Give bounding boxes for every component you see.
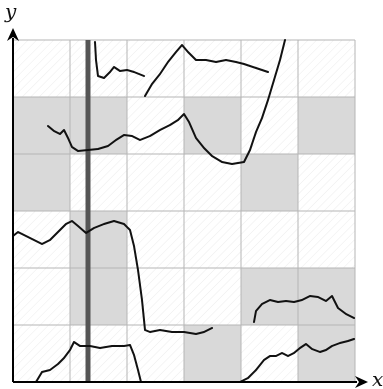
shaded-cell bbox=[13, 97, 70, 154]
curve-segment-5 bbox=[35, 341, 142, 383]
shaded-cell bbox=[298, 325, 355, 382]
curve-segment-1 bbox=[94, 41, 145, 79]
shaded-cell bbox=[241, 268, 298, 325]
shaded-cell bbox=[70, 268, 127, 325]
shaded-cell bbox=[298, 97, 355, 154]
y-axis-arrow-icon bbox=[7, 28, 19, 41]
shaded-cell bbox=[298, 268, 355, 325]
curve-segment-4 bbox=[12, 220, 213, 335]
x-axis-arrow-icon bbox=[355, 376, 368, 388]
shaded-cell bbox=[70, 211, 127, 268]
curve-segment-7 bbox=[239, 338, 355, 383]
y-axis-label: y bbox=[4, 0, 17, 23]
shaded-cell bbox=[241, 154, 298, 211]
curve-segment-3 bbox=[47, 39, 286, 165]
axes bbox=[12, 38, 357, 383]
curve-segment-6 bbox=[253, 295, 355, 323]
curve-segment-2 bbox=[144, 44, 269, 97]
shaded-cell bbox=[70, 97, 127, 154]
shaded-cell bbox=[13, 154, 70, 211]
shaded-cells bbox=[13, 97, 355, 382]
shaded-cell bbox=[184, 97, 241, 154]
x-axis-label: x bbox=[372, 367, 383, 389]
